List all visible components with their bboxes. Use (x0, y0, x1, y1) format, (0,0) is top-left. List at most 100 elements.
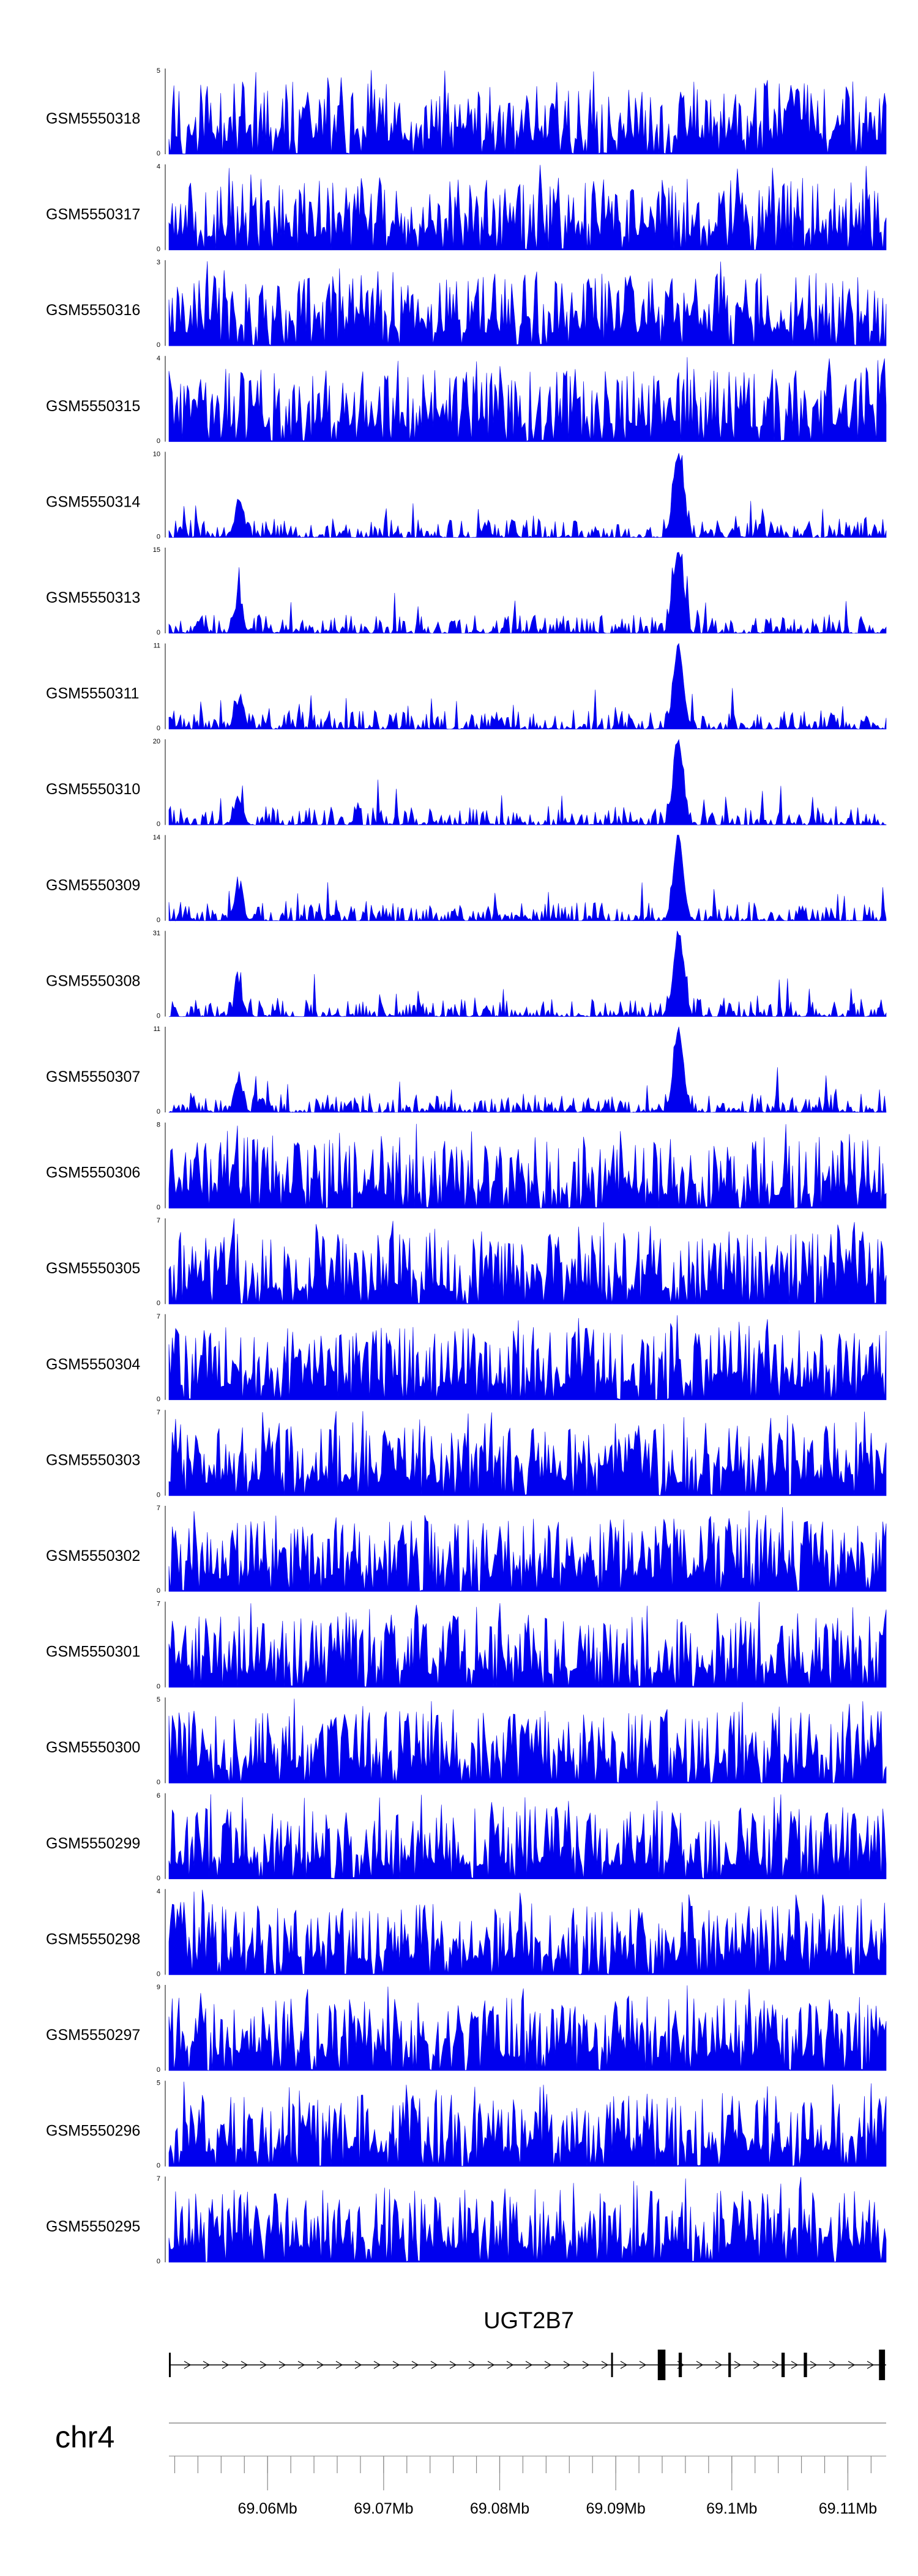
strand-arrow (297, 2361, 305, 2369)
strand-arrow (203, 2361, 211, 2369)
track-ymax-label: 7 (157, 1505, 160, 1512)
track-ymax-label: 7 (157, 1313, 160, 1320)
strand-arrow (487, 2361, 495, 2369)
coverage-track: GSM5550318 5 0 (46, 67, 887, 157)
track-ymin-label: 0 (157, 2066, 160, 2074)
tick-label: 69.08Mb (470, 2500, 529, 2517)
track-label: GSM5550313 (46, 589, 140, 606)
coverage-area (168, 739, 887, 826)
track-ymax-label: 6 (157, 1792, 160, 1800)
strand-arrow (620, 2361, 628, 2369)
track-ymax-label: 3 (157, 259, 160, 266)
track-ymax-label: 5 (157, 67, 160, 75)
track-ymin-label: 0 (157, 821, 160, 828)
track-label: GSM5550310 (46, 781, 140, 798)
track-label: GSM5550302 (46, 1547, 140, 1565)
coverage-area (168, 1985, 887, 2071)
track-ymax-label: 7 (157, 1217, 160, 1224)
track-ymin-label: 0 (157, 1779, 160, 1786)
strand-arrow (373, 2361, 381, 2369)
track-label: GSM5550315 (46, 398, 140, 415)
coverage-area (168, 835, 887, 921)
track-ymin-label: 0 (157, 1587, 160, 1595)
coverage-area (168, 1889, 887, 1975)
tick-label: 69.1Mb (706, 2500, 757, 2517)
coverage-track: GSM5550298 4 0 (46, 1888, 887, 1978)
track-ymax-label: 14 (153, 834, 160, 841)
coverage-area (168, 931, 887, 1018)
track-label: GSM5550299 (46, 1835, 140, 1852)
coverage-track: GSM5550314 10 0 (46, 450, 887, 540)
strand-arrow (601, 2361, 609, 2369)
strand-arrow (639, 2361, 647, 2369)
track-label: GSM5550305 (46, 1260, 140, 1277)
track-ymin-label: 0 (157, 725, 160, 732)
track-ymax-label: 31 (153, 929, 160, 937)
strand-arrow (506, 2361, 514, 2369)
coverage-area (168, 2082, 887, 2167)
track-label: GSM5550298 (46, 1930, 140, 1948)
track-ymin-label: 0 (157, 437, 160, 445)
coverage-area (168, 1794, 887, 1880)
track-ymax-label: 7 (157, 2175, 160, 2183)
track-ymin-label: 0 (157, 629, 160, 636)
coverage-area (168, 1123, 887, 1208)
strand-arrow (544, 2361, 552, 2369)
track-ymax-label: 8 (157, 1122, 160, 1129)
gene-exon (169, 2353, 171, 2377)
track-ymin-label: 0 (157, 1204, 160, 1212)
strand-arrow (411, 2361, 419, 2369)
strand-arrow (696, 2361, 704, 2369)
coverage-track: GSM5550296 5 0 (46, 2080, 887, 2170)
track-ymin-label: 0 (157, 1396, 160, 1403)
gene-exon (611, 2353, 613, 2377)
chromosome-axis: chr4 69.06Mb 69.07Mb 69.08Mb 69.09Mb 69.1Mb 69… (55, 2420, 886, 2517)
strand-arrow (829, 2361, 837, 2369)
track-label: GSM5550307 (46, 1068, 140, 1085)
coverage-area (168, 70, 887, 155)
gene-exon (678, 2353, 682, 2377)
coverage-track: GSM5550315 4 0 (46, 355, 887, 445)
strand-arrow (354, 2361, 362, 2369)
strand-arrow (278, 2361, 286, 2369)
track-label: GSM5550304 (46, 1356, 140, 1373)
strand-arrow (563, 2361, 571, 2369)
track-ymin-label: 0 (157, 1300, 160, 1307)
strand-arrow (753, 2361, 761, 2369)
coverage-area (168, 2176, 887, 2263)
track-label: GSM5550301 (46, 1644, 140, 1661)
strand-arrow (468, 2361, 476, 2369)
track-ymin-label: 0 (157, 1012, 160, 1019)
coverage-track: GSM5550307 11 0 (46, 1026, 887, 1115)
track-ymax-label: 7 (157, 1601, 160, 1608)
track-label: GSM5550295 (46, 2218, 140, 2235)
track-ymax-label: 5 (157, 1696, 160, 1703)
strand-arrow (867, 2361, 875, 2369)
track-ymax-label: 4 (157, 355, 160, 362)
track-label: GSM5550306 (46, 1164, 140, 1182)
strand-arrow (316, 2361, 324, 2369)
tick-label: 69.06Mb (238, 2500, 297, 2517)
track-label: GSM5550296 (46, 2123, 140, 2140)
gene-exon (728, 2353, 731, 2377)
track-label: GSM5550314 (46, 493, 140, 510)
coverage-track: GSM5550295 7 0 (46, 2175, 887, 2265)
coverage-area (168, 453, 887, 538)
coverage-area (168, 1411, 887, 1496)
track-label: GSM5550297 (46, 2027, 140, 2044)
strand-arrow (582, 2361, 590, 2369)
strand-arrow (734, 2361, 742, 2369)
track-ymin-label: 0 (157, 2258, 160, 2265)
track-label: GSM5550309 (46, 877, 140, 894)
strand-arrow (772, 2361, 780, 2369)
gene-track: UGT2B7 (169, 2308, 886, 2380)
tick-label: 69.07Mb (354, 2500, 413, 2517)
track-ymax-label: 9 (157, 1984, 160, 1991)
track-label: GSM5550311 (46, 685, 139, 702)
coverage-area (168, 1026, 887, 1114)
coverage-track: GSM5550310 20 0 (46, 738, 887, 828)
coverage-track: GSM5550301 7 0 (46, 1601, 887, 1691)
strand-arrow (222, 2361, 230, 2369)
coverage-area (168, 642, 887, 730)
